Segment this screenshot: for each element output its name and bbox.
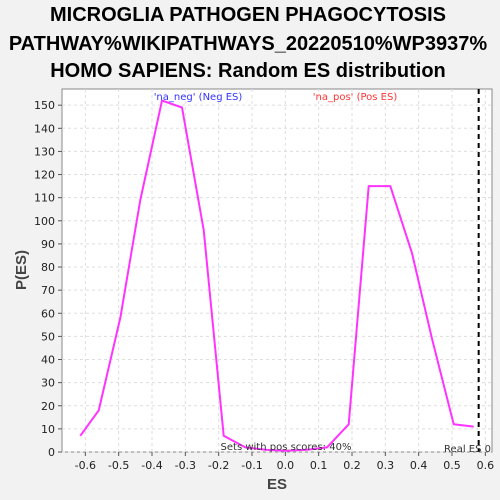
y-tick-label: 10: [41, 423, 55, 436]
es-distribution-line: [79, 99, 474, 452]
y-tick-label: 100: [34, 215, 55, 228]
y-axis-label: P(ES): [13, 250, 30, 290]
y-tick-label: 150: [34, 99, 55, 112]
x-tick-label: -0.3: [175, 459, 196, 472]
y-tick-label: 50: [41, 330, 55, 343]
x-tick-label: 0.0: [277, 459, 295, 472]
y-tick-label: 110: [34, 192, 55, 205]
y-tick-label: 130: [34, 145, 55, 158]
y-tick-label: 20: [41, 400, 55, 413]
x-axis-label: ES: [267, 476, 287, 493]
y-tick-label: 40: [41, 354, 55, 367]
y-tick-label: 120: [34, 169, 55, 182]
x-tick-label: -0.1: [241, 459, 262, 472]
x-tick-label: 0.2: [343, 459, 361, 472]
x-tick-label: -0.5: [108, 459, 129, 472]
axes: -0.6 -0.5 -0.4 -0.3 -0.2 -0.1 0.0 0.1 0.2 0.3 0.4 0…: [34, 99, 494, 472]
y-tick-label: 140: [34, 122, 55, 135]
y-tick-label: 70: [41, 284, 55, 297]
series-layer: [79, 99, 474, 452]
x-tick-label: -0.4: [141, 459, 162, 472]
x-tick-label: 0.3: [377, 459, 395, 472]
chart-title-line-3: HOMO SAPIENS: Random ES distribution: [50, 60, 446, 82]
chart-title-line-2: PATHWAY%WIKIPATHWAYS_20220510%WP3937%: [9, 33, 488, 55]
y-tick-label: 60: [41, 307, 55, 320]
x-tick-label: 0.4: [410, 459, 428, 472]
plot-area: [61, 88, 493, 453]
x-tick-label: 0.5: [443, 459, 461, 472]
x-tick-label: -0.2: [208, 459, 229, 472]
real-es-label: Real ES 0: [444, 444, 491, 455]
x-tick-label: -0.6: [75, 459, 96, 472]
y-tick-label: 90: [41, 238, 55, 251]
x-tick-label: 0.6: [477, 459, 495, 472]
annotations: 'na_neg' (Neg ES) 'na_pos' (Pos ES) Sets w…: [154, 89, 491, 455]
chart-title-line-1: MICROGLIA PATHOGEN PHAGOCYTOSIS: [50, 4, 446, 26]
x-tick-label: 0.1: [310, 459, 328, 472]
pos-es-label: 'na_pos' (Pos ES): [313, 92, 398, 103]
neg-es-label: 'na_neg' (Neg ES): [154, 92, 243, 103]
pos-scores-note: Sets with pos scores: 40%: [221, 442, 352, 453]
y-tick-label: 30: [41, 377, 55, 390]
y-tick-label: 0: [48, 446, 55, 459]
y-tick-label: 80: [41, 261, 55, 274]
